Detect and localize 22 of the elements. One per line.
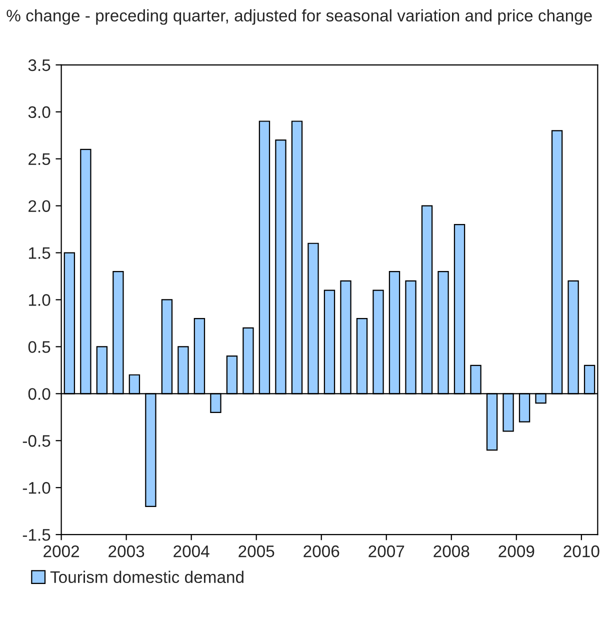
y-tick-label: 3.5 (28, 59, 50, 72)
y-tick-label: 3.0 (28, 106, 50, 118)
x-tick-label: 2004 (174, 545, 210, 558)
y-tick-label: -0.5 (22, 435, 50, 447)
x-tick-label: 2006 (304, 545, 340, 558)
y-tick-label: 1.5 (28, 247, 50, 259)
y-tick-label: 2.5 (28, 153, 50, 166)
legend-label: Tourism domestic demand (50, 570, 244, 584)
x-tick-label: 2002 (44, 545, 80, 558)
y-tick-label: 0.0 (28, 388, 50, 400)
x-tick-label: 2009 (498, 545, 534, 558)
x-tick-label: 2008 (434, 545, 470, 558)
y-tick-label: 1.0 (28, 294, 50, 306)
x-tick-label: 2010 (564, 545, 600, 558)
chart-title: % change - preceding quarter, adjusted for seasonal variation and price change (6, 9, 592, 25)
x-tick-label: 2007 (368, 545, 404, 558)
y-tick-label: -1.5 (22, 529, 50, 541)
y-tick-label: 2.0 (28, 200, 50, 212)
x-tick-label: 2003 (108, 545, 144, 558)
y-tick-label: -1.0 (22, 482, 50, 494)
x-tick-label: 2005 (238, 545, 274, 558)
y-tick-label: 0.5 (28, 341, 50, 353)
